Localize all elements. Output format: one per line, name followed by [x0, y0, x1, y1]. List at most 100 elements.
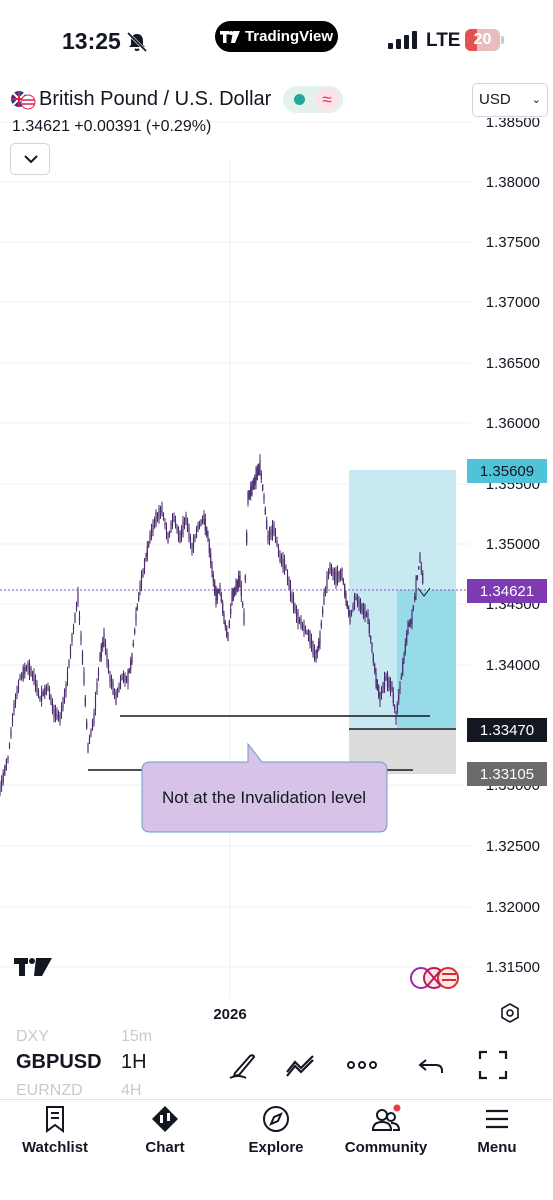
currency-select[interactable]: USD ⌄: [472, 83, 548, 117]
candle-body: [339, 569, 342, 579]
y-axis-tick-label: 1.38500: [486, 118, 540, 131]
candle-body: [318, 641, 320, 648]
candle-body: [416, 575, 418, 581]
candle-body: [119, 678, 122, 688]
callout[interactable]: Not at the Invalidation level: [141, 742, 388, 833]
candle-body: [36, 684, 38, 692]
candle-body: [301, 624, 304, 628]
candle-body: [236, 580, 238, 589]
candle-body: [223, 613, 225, 623]
candle-body: [121, 676, 123, 680]
candle-body: [394, 706, 396, 710]
candle-body: [309, 631, 311, 645]
candle-body: [276, 540, 278, 546]
candle-body: [192, 537, 195, 549]
candle-body: [376, 679, 378, 691]
tab-explore[interactable]: Explore: [221, 1100, 331, 1180]
interval-picker[interactable]: 1H: [121, 1051, 147, 1073]
undo-icon[interactable]: [416, 1048, 450, 1082]
candle-body: [84, 697, 86, 706]
candle-body: [367, 612, 369, 624]
symbol-picker[interactable]: GBPUSD: [16, 1051, 102, 1073]
candle-body: [91, 721, 94, 730]
candle-body: [224, 622, 226, 627]
y-axis-tick-label: 1.34000: [486, 657, 540, 674]
candle-body: [135, 613, 137, 623]
y-axis-tick-label: 1.31500: [486, 959, 540, 976]
candle-body: [386, 674, 389, 687]
candle-body: [246, 532, 248, 544]
candle-body: [336, 570, 339, 583]
candle-body: [207, 535, 209, 541]
candle-body: [57, 714, 60, 720]
price-chart[interactable]: 1.38500 1.38000 1.37500 1.37000 1.36500 1.360…: [0, 118, 553, 1028]
candle-body: [255, 472, 257, 484]
candle-body: [173, 515, 175, 521]
candle-body: [267, 535, 269, 541]
fullscreen-icon[interactable]: [476, 1048, 510, 1082]
candle-body: [86, 721, 88, 728]
tradingview-pill[interactable]: TradingView: [215, 21, 338, 52]
collapse-button[interactable]: [10, 143, 50, 175]
candle-body: [342, 579, 344, 584]
gbp-usd-flag-icon: [11, 91, 36, 110]
candle-body: [273, 523, 275, 533]
compass-icon: [263, 1106, 289, 1132]
x-axis-label-year: 2026: [213, 1006, 246, 1023]
candle-body: [200, 519, 202, 527]
candle-body: [152, 524, 154, 532]
candle-body: [11, 718, 14, 723]
tab-community[interactable]: Community: [331, 1100, 441, 1180]
pencil-icon[interactable]: [226, 1048, 260, 1082]
candle-body: [164, 522, 166, 526]
candle-body: [410, 618, 412, 624]
candle-body: [228, 621, 230, 629]
candle-body: [54, 709, 57, 720]
tab-menu[interactable]: Menu: [442, 1100, 552, 1180]
candle-body: [143, 560, 146, 571]
candle-body: [47, 686, 49, 690]
tab-chart[interactable]: Chart: [110, 1100, 220, 1180]
y-axis-tick-label: 1.36500: [486, 355, 540, 372]
candle-body: [191, 543, 193, 553]
projection-arrow: [417, 587, 431, 597]
candle-body: [411, 611, 413, 625]
event-flags-icon[interactable]: [410, 967, 459, 989]
candle-body: [168, 530, 171, 536]
candle-body: [288, 579, 290, 587]
candle-body: [313, 647, 316, 659]
candle-body: [107, 663, 110, 673]
candlestick-series[interactable]: [0, 454, 424, 797]
more-icon[interactable]: [345, 1048, 379, 1082]
candle-body: [113, 691, 116, 695]
candle-body: [268, 531, 271, 540]
market-status-pill[interactable]: ≈: [283, 86, 343, 113]
candle-body: [155, 511, 157, 525]
candle-body: [134, 629, 136, 634]
ghost-symbol-below: EURNZD: [16, 1082, 83, 1099]
chart-settings-icon[interactable]: [501, 1003, 519, 1023]
candle-body: [407, 621, 409, 635]
candle-body: [189, 537, 192, 544]
network-label: LTE: [426, 30, 461, 51]
candle-body: [356, 598, 359, 603]
candle-body: [69, 645, 72, 656]
candle-body: [24, 667, 26, 675]
candle-body: [258, 464, 260, 476]
target-price-value: 1.35609: [480, 463, 534, 480]
candle-body: [22, 666, 24, 680]
candle-body: [150, 527, 153, 539]
candle-body: [362, 604, 365, 617]
candle-body: [385, 675, 387, 680]
candle-body: [306, 631, 308, 635]
candle-body: [252, 480, 254, 490]
candle-body: [100, 645, 102, 658]
tab-label: Menu: [477, 1139, 517, 1156]
candle-body: [242, 603, 244, 607]
trend-line-icon[interactable]: [283, 1048, 317, 1082]
candle-body: [388, 678, 390, 688]
candle-body: [414, 596, 416, 600]
symbol-title[interactable]: British Pound / U.S. Dollar: [39, 88, 272, 110]
tab-watchlist[interactable]: Watchlist: [0, 1100, 110, 1180]
candle-body: [153, 519, 156, 527]
